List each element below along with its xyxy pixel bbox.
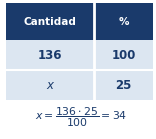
Text: $x$: $x$ bbox=[46, 79, 55, 92]
Text: 136: 136 bbox=[38, 49, 63, 62]
FancyBboxPatch shape bbox=[6, 40, 153, 70]
Text: $x = \dfrac{136 \cdot 25}{100} = 34$: $x = \dfrac{136 \cdot 25}{100} = 34$ bbox=[35, 106, 127, 129]
Text: Cantidad: Cantidad bbox=[24, 17, 77, 27]
FancyBboxPatch shape bbox=[6, 70, 153, 100]
Text: %: % bbox=[118, 17, 129, 27]
Text: 100: 100 bbox=[111, 49, 136, 62]
Text: 25: 25 bbox=[115, 79, 132, 92]
FancyBboxPatch shape bbox=[6, 3, 153, 40]
